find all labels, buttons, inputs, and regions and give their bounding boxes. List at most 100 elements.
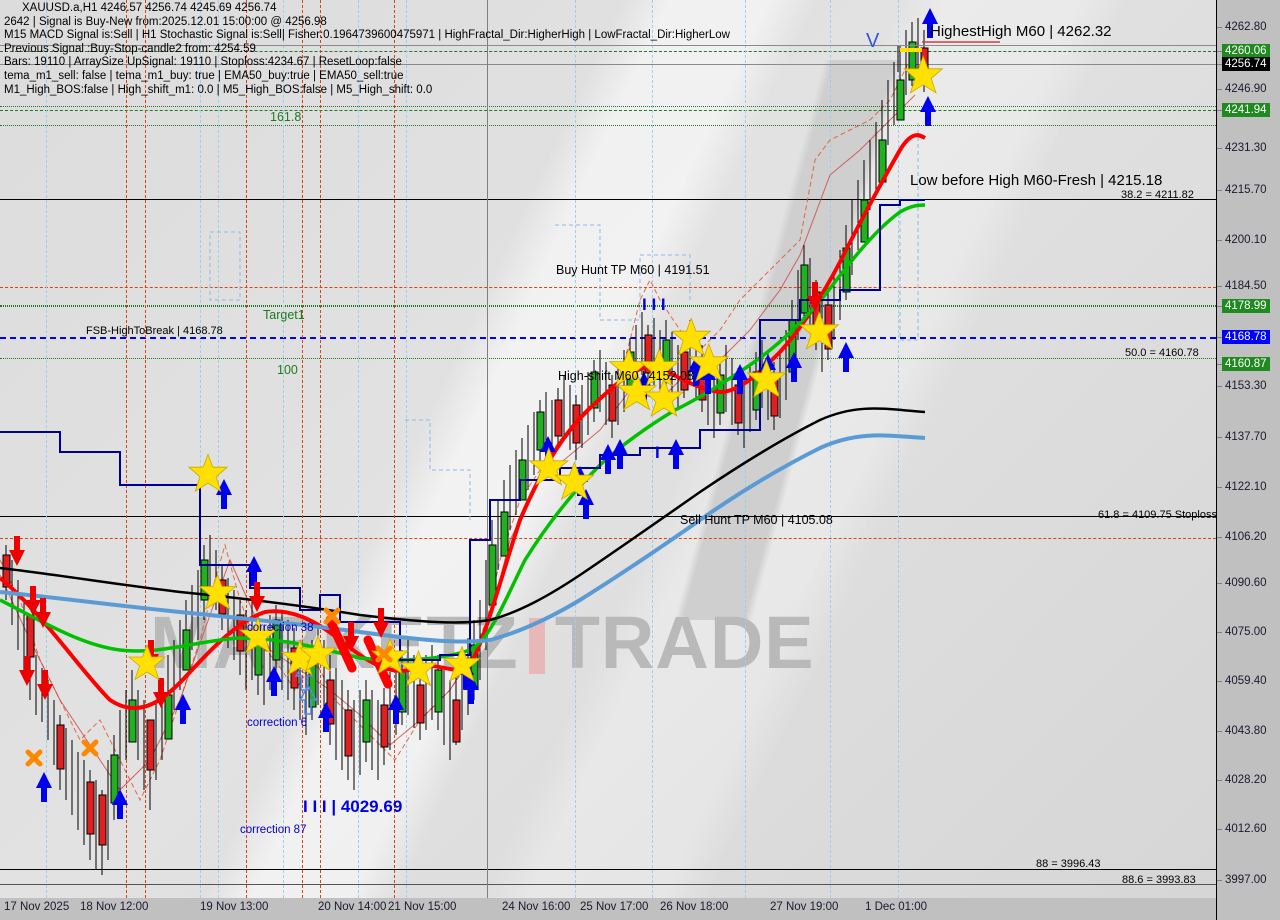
level-buy-hunt-tp: [0, 287, 1216, 288]
price-tick: [1217, 306, 1222, 307]
anno-fib-618: 61.8 = 4109.75 Stoploss: [1098, 509, 1217, 521]
price-label: 4137.70: [1225, 431, 1267, 443]
time-label: 1 Dec 01:00: [865, 901, 928, 913]
sell-arrow-group: [9, 282, 823, 708]
price-label-bid: 4178.99: [1222, 299, 1270, 313]
info-symbol-line: XAUUSD.a,H1 4246.57 4256.74 4245.69 4256…: [22, 2, 277, 14]
star-group: [127, 54, 944, 687]
channel-box: [405, 419, 471, 520]
time-label: 18 Nov 12:00: [80, 901, 149, 913]
price-label: 4122.10: [1225, 481, 1267, 493]
chart-info-block: XAUUSD.a,H1 4246.57 4256.74 4245.69 4256…: [4, 2, 730, 97]
price-tick: [1217, 286, 1222, 287]
level-4241: [0, 110, 1216, 111]
anno-fib-500: 50.0 = 4160.78: [1125, 347, 1199, 359]
session-line: [830, 0, 831, 898]
price-label: 4043.80: [1225, 725, 1267, 737]
price-tick: [1217, 386, 1222, 387]
anno-fib-100: 100: [277, 363, 298, 377]
anno-low-before-high: Low before High M60-Fresh | 4215.18: [910, 172, 1163, 189]
price-tick: [1217, 880, 1222, 881]
anno-target1: Target1: [263, 308, 305, 322]
ema-lightblue: [0, 433, 926, 644]
session-line: [145, 0, 146, 898]
level-fib-88: [0, 869, 1216, 870]
price-tick: [1217, 731, 1222, 732]
chart-plot-area[interactable]: MARKETZ TRADE: [0, 0, 1217, 899]
fib-line-target1: [0, 305, 1216, 306]
session-line: [200, 0, 201, 898]
price-tick: [1217, 27, 1222, 28]
price-label: 4012.60: [1225, 823, 1267, 835]
high-marker: [900, 48, 922, 52]
session-line: [394, 0, 395, 898]
level-bid-4260: [0, 51, 1216, 52]
anno-fib-88: 88 = 3996.43: [1036, 858, 1101, 870]
channel-box: [209, 231, 241, 301]
candlestick-series: [2, 18, 929, 875]
price-axis[interactable]: 4262.80 4260.06 4256.74 4246.90 4241.94 4231.…: [1216, 0, 1280, 898]
anno-bars-mark-mid: I I I: [642, 295, 666, 314]
price-tick: [1217, 829, 1222, 830]
price-label: 4028.20: [1225, 774, 1267, 786]
session-line: [302, 0, 303, 898]
price-tick: [1217, 780, 1222, 781]
price-label-bid: 4160.87: [1222, 357, 1270, 371]
anno-bars-mark-low: I: [655, 443, 660, 462]
price-tick: [1217, 110, 1222, 111]
info-line-4: Previous Signal :Buy-Stop-candle2 from: …: [4, 42, 256, 55]
time-label: 20 Nov 14:00: [318, 901, 387, 913]
info-line-2: 2642 | Signal is Buy-New from:2025.12.01…: [4, 15, 327, 28]
level-fib-500: [0, 358, 1216, 359]
info-separator: [0, 45, 1216, 46]
price-label-bid: 4241.94: [1222, 103, 1270, 117]
price-tick: [1217, 364, 1222, 365]
anno-buy-hunt-tp: Buy Hunt TP M60 | 4191.51: [556, 263, 710, 277]
price-label: 4246.90: [1225, 83, 1267, 95]
price-tick: [1217, 240, 1222, 241]
anno-fib-1618: 161.8: [270, 110, 302, 124]
watermark-right: TRADE: [554, 601, 815, 684]
price-tick: [1217, 190, 1222, 191]
price-tick: [1217, 583, 1222, 584]
price-tick: [1217, 437, 1222, 438]
axis-corner: [1216, 898, 1280, 920]
level-4178: [0, 306, 1216, 307]
fractal-zigzag: [0, 39, 921, 802]
time-label: 24 Nov 16:00: [502, 901, 571, 913]
price-tick: [1217, 337, 1222, 338]
price-label: 4090.60: [1225, 577, 1267, 589]
anno-fsb-high-to-break: FSB-HighToBreak | 4168.78: [86, 325, 223, 337]
session-line: [320, 0, 321, 898]
price-label-bid: 4260.06: [1222, 44, 1270, 58]
cross-group: [25, 607, 393, 767]
price-label: 4231.30: [1225, 142, 1267, 154]
channel-box: [899, 120, 919, 341]
price-tick: [1217, 51, 1222, 52]
time-axis[interactable]: 17 Nov 2025 18 Nov 12:00 19 Nov 13:00 20 No…: [0, 898, 1216, 920]
session-line: [406, 0, 407, 898]
anno-bars-label: I I I | 4029.69: [303, 797, 403, 816]
session-line: [218, 0, 219, 898]
price-label: 4200.10: [1225, 234, 1267, 246]
price-label: 4262.80: [1225, 21, 1267, 33]
anno-correction-6: correction 6: [247, 717, 308, 729]
info-line-7: M1_High_BOS:false | High_shift_m1: 0.0 |…: [4, 83, 433, 96]
session-line: [898, 0, 899, 898]
info-line-6: tema_m1_sell: false | tema_m1_buy: true …: [4, 69, 404, 82]
level-ask-4256: [0, 64, 1216, 65]
level-sell-hunt-tp: [0, 538, 1216, 539]
info-line-5: Bars: 19110 | ArraySize UpSignal: 19110 …: [4, 56, 402, 69]
anno-correction-87: correction 87: [240, 824, 307, 836]
price-tick: [1217, 487, 1222, 488]
session-line: [358, 0, 359, 898]
level-fib-1618: [0, 125, 1216, 126]
watermark-divider: [528, 618, 545, 674]
anno-highest-high: HighestHigh M60 | 4262.32: [930, 23, 1112, 40]
price-action-svg: [0, 8, 1000, 875]
time-label: 25 Nov 17:00: [580, 901, 649, 913]
level-fib-886: [0, 884, 1216, 885]
price-label: 4215.70: [1225, 184, 1267, 196]
price-tick: [1217, 632, 1222, 633]
